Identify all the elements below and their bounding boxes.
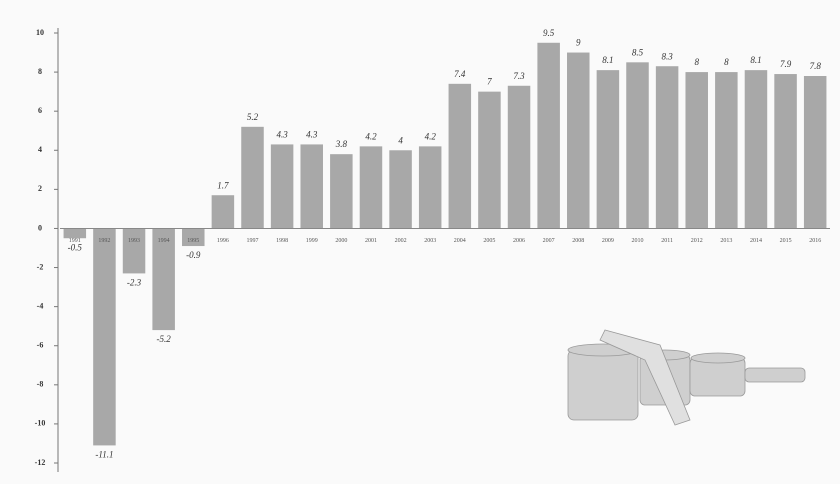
x-tick-label: 1999 [306, 238, 318, 244]
value-label: -2.3 [127, 277, 142, 287]
x-tick-label: 2003 [424, 238, 436, 244]
x-tick-label: 2013 [720, 238, 732, 244]
value-label: 7.4 [454, 69, 466, 79]
x-tick-label: 2015 [780, 238, 792, 244]
value-label: 8.5 [632, 47, 644, 57]
bar [655, 66, 679, 229]
bar [448, 83, 472, 229]
value-label: 7 [487, 77, 492, 87]
y-tick-label: 6 [38, 106, 42, 115]
x-tick-label: 1998 [276, 238, 288, 244]
value-label: 7.9 [780, 59, 792, 69]
y-tick-label: -4 [37, 301, 44, 310]
x-tick-label: 1996 [217, 238, 229, 244]
value-label: 8.3 [661, 51, 673, 61]
value-label: 7.3 [513, 71, 525, 81]
y-tick-label: 2 [38, 184, 42, 193]
value-label: 8 [724, 57, 729, 67]
value-label: 9.5 [543, 28, 555, 38]
x-tick-label: 2000 [335, 238, 347, 244]
bar [596, 70, 620, 229]
x-tick-label: 1993 [128, 238, 140, 244]
value-label: 7.8 [810, 61, 822, 71]
x-tick-label: 2001 [365, 238, 377, 244]
bar [507, 85, 531, 229]
bar [389, 150, 412, 229]
x-tick-label: 2010 [632, 238, 644, 244]
x-tick-label: 2005 [483, 238, 495, 244]
value-label: 1.7 [217, 180, 229, 190]
value-label: 4.2 [365, 131, 377, 141]
bar [93, 228, 116, 446]
value-label: -11.1 [95, 449, 113, 459]
bar [270, 144, 294, 229]
value-label: -5.2 [157, 334, 172, 344]
bar [774, 74, 797, 229]
x-tick-label: 1992 [98, 238, 110, 244]
value-label: 4.2 [425, 131, 437, 141]
y-tick-label: 0 [38, 223, 42, 232]
value-label: 4.3 [276, 129, 288, 139]
x-tick-label: 2012 [691, 238, 703, 244]
bar [241, 126, 264, 229]
bar [300, 144, 323, 229]
value-label: 8.1 [602, 55, 613, 65]
bar [122, 228, 146, 274]
y-tick-label: -8 [37, 380, 44, 389]
value-label: 3.8 [335, 139, 348, 149]
x-tick-label: 2009 [602, 238, 614, 244]
x-tick-label: 1997 [247, 238, 259, 244]
bar [211, 195, 235, 229]
bar [152, 228, 175, 331]
coins-illustration [567, 329, 806, 426]
x-tick-label: 2008 [572, 238, 584, 244]
bar [685, 72, 708, 229]
bar [567, 52, 590, 229]
x-tick-label: 2016 [809, 238, 821, 244]
bar [626, 62, 649, 229]
bar [803, 76, 827, 229]
bar [182, 228, 205, 247]
bar [63, 228, 87, 239]
y-tick-label: 8 [38, 67, 42, 76]
x-tick-label: 2004 [454, 238, 466, 244]
y-tick-label: -2 [37, 262, 44, 271]
value-label: 5.2 [247, 112, 259, 122]
value-label: 8 [694, 57, 699, 67]
y-tick-label: -6 [37, 341, 44, 350]
value-label: 9 [576, 38, 581, 48]
bar [744, 70, 768, 229]
x-tick-label: 1994 [158, 238, 170, 244]
y-tick-label: -12 [35, 458, 46, 467]
bar [359, 146, 383, 229]
x-tick-label: 2014 [750, 238, 762, 244]
value-label: -0.5 [68, 242, 83, 252]
bar [330, 154, 353, 229]
y-tick-label: 4 [38, 145, 42, 154]
x-tick-label: 2011 [661, 238, 673, 244]
bar [715, 72, 738, 229]
bar [478, 91, 501, 229]
bar [537, 42, 560, 229]
x-tick-label: 2006 [513, 238, 525, 244]
y-tick-label: -10 [35, 419, 46, 428]
value-label: 4 [398, 135, 403, 145]
x-tick-label: 2007 [543, 238, 555, 244]
value-label: 8.1 [750, 55, 761, 65]
value-label: -0.9 [186, 250, 201, 260]
bar [418, 146, 442, 229]
value-label: 4.3 [306, 129, 318, 139]
x-tick-label: 2002 [395, 238, 407, 244]
x-tick-label: 1995 [187, 238, 199, 244]
x-tick-label: 1991 [69, 238, 81, 244]
y-tick-label: 10 [36, 28, 44, 37]
